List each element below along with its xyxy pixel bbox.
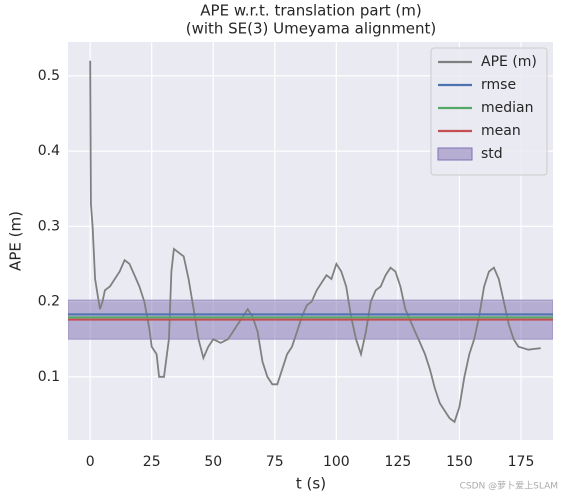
legend-swatch	[437, 147, 473, 161]
x-tick-label: 125	[385, 454, 412, 470]
legend-frame	[430, 47, 548, 176]
y-tick-label: 0.1	[38, 369, 60, 385]
legend-label: std	[481, 146, 503, 162]
legend-label: mean	[481, 123, 521, 139]
x-axis-label: t (s)	[296, 475, 326, 493]
chart-title: APE w.r.t. translation part (m)	[200, 2, 421, 20]
legend-label: rmse	[481, 77, 516, 93]
y-tick-label: 0.3	[38, 218, 60, 234]
y-tick-label: 0.4	[38, 143, 60, 159]
plot-layer	[68, 60, 553, 424]
x-tick-label: 100	[323, 454, 350, 470]
y-axis-label: APE (m)	[7, 211, 25, 271]
y-tick-label: 0.2	[38, 294, 60, 310]
watermark: CSDN @萝卜爱上SLAM	[460, 481, 558, 492]
x-tick-label: 25	[143, 454, 161, 470]
x-tick-label: 50	[204, 454, 222, 470]
y-tick-label: 0.5	[38, 68, 60, 84]
x-tick-label: 150	[446, 454, 473, 470]
chart-subtitle: (with SE(3) Umeyama alignment)	[186, 20, 437, 38]
legend-label: median	[481, 100, 533, 116]
x-tick-label: 75	[266, 454, 284, 470]
x-tick-label: 0	[86, 454, 95, 470]
x-tick-label: 175	[508, 454, 535, 470]
legend-label: APE (m)	[481, 54, 537, 70]
